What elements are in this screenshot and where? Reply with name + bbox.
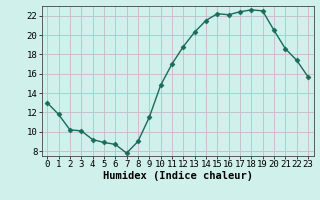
X-axis label: Humidex (Indice chaleur): Humidex (Indice chaleur) [103,171,252,181]
